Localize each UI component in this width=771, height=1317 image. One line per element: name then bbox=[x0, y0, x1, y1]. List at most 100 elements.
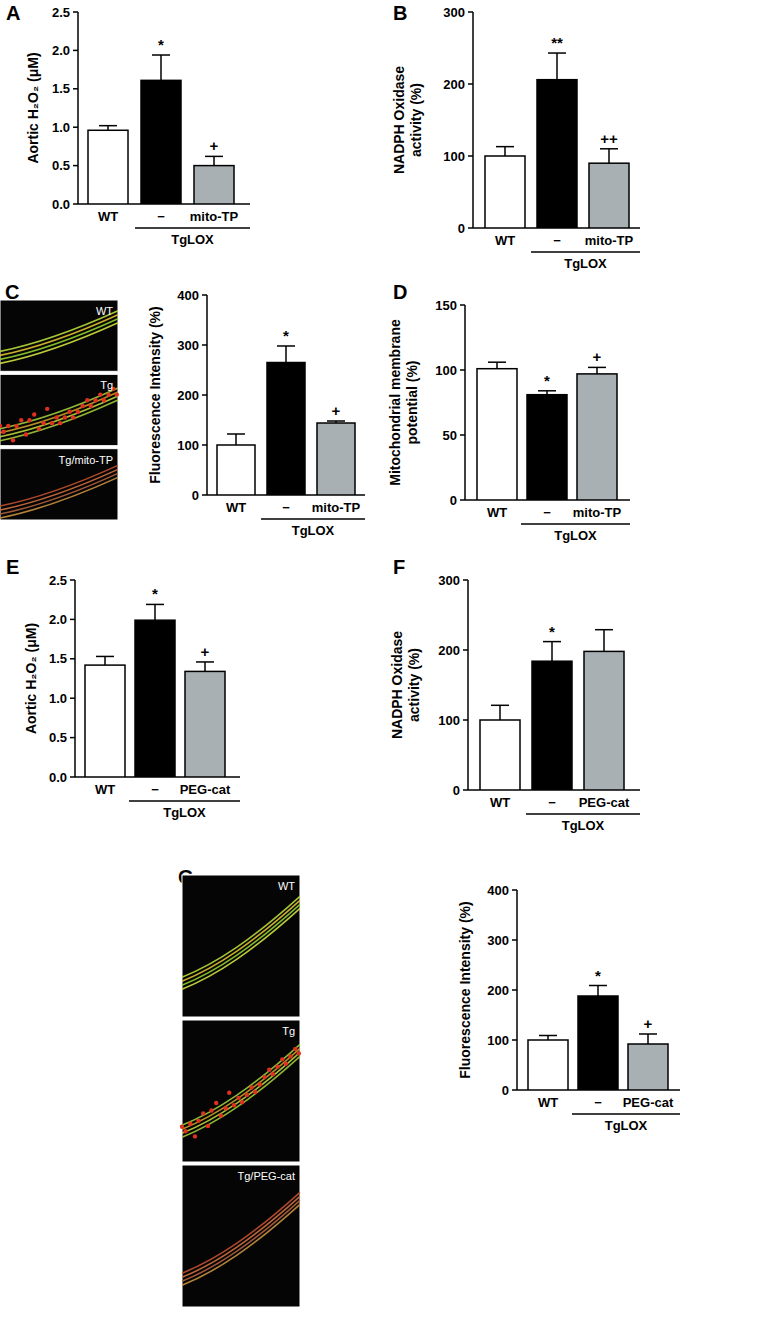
micrograph-dot bbox=[284, 1062, 288, 1066]
y-tick bbox=[463, 649, 468, 651]
error-bar bbox=[496, 147, 514, 156]
error-cap bbox=[488, 361, 506, 363]
error-bar bbox=[488, 362, 506, 369]
micrograph-fiber bbox=[0, 315, 118, 356]
micrograph-fiber bbox=[182, 1192, 300, 1273]
micrograph-dot bbox=[24, 432, 28, 436]
error-bar bbox=[491, 705, 509, 720]
error-stem bbox=[499, 705, 501, 720]
group-label: TgLOX bbox=[292, 523, 335, 538]
error-cap bbox=[196, 661, 214, 663]
y-tick-label: 0.5 bbox=[49, 730, 67, 745]
plot-area bbox=[85, 604, 225, 777]
error-bar bbox=[600, 149, 618, 163]
micrograph-dot bbox=[54, 415, 58, 419]
y-tick-label: 100 bbox=[438, 713, 460, 728]
x-tick-label: PEG-cat bbox=[623, 1095, 674, 1110]
y-tick bbox=[463, 719, 468, 721]
x-tick-label: WT bbox=[490, 795, 510, 810]
y-tick bbox=[202, 344, 207, 346]
micrograph-dot bbox=[63, 415, 67, 419]
group-label: TgLOX bbox=[564, 256, 607, 271]
micrograph-dot bbox=[180, 1125, 184, 1129]
y-tick bbox=[512, 1089, 517, 1091]
y-tick bbox=[70, 658, 75, 660]
micrograph-dot bbox=[223, 1106, 227, 1110]
y-label: Fluorescence Intensity (%) bbox=[457, 901, 473, 1078]
y-tick-label: 1.0 bbox=[52, 120, 70, 135]
bar bbox=[589, 163, 629, 228]
error-cap bbox=[543, 641, 561, 643]
y-tick bbox=[468, 227, 473, 229]
group-line bbox=[261, 518, 365, 520]
micrograph-dot bbox=[106, 392, 110, 396]
image-label: Tg bbox=[282, 1025, 295, 1037]
error-bar bbox=[595, 630, 613, 652]
error-cap bbox=[496, 146, 514, 148]
bar bbox=[480, 720, 520, 790]
panel: GWTTgTg/PEG-cat0100200300400Fluorescence… bbox=[178, 866, 680, 1307]
error-bar bbox=[205, 156, 223, 165]
bar bbox=[577, 374, 617, 500]
micrograph-dot bbox=[85, 398, 89, 402]
significance: * bbox=[158, 36, 164, 53]
y-tick-label: 0 bbox=[450, 493, 457, 508]
y-tick-label: 0 bbox=[502, 1083, 509, 1098]
y-axis bbox=[472, 12, 474, 228]
error-cap bbox=[96, 656, 114, 658]
y-axis bbox=[467, 580, 469, 790]
micrograph-dot bbox=[297, 1051, 301, 1055]
error-cap bbox=[600, 148, 618, 150]
bar bbox=[194, 166, 234, 204]
group-label: TgLOX bbox=[171, 232, 214, 247]
image-label: Tg/PEG-cat bbox=[238, 1170, 295, 1182]
y-tick-label: 200 bbox=[438, 643, 460, 658]
image-label: WT bbox=[96, 305, 113, 317]
error-stem bbox=[556, 53, 558, 80]
group-label: TgLOX bbox=[163, 805, 206, 820]
significance: + bbox=[332, 402, 341, 419]
micrograph-dot bbox=[76, 410, 80, 414]
micrograph-dot bbox=[183, 1129, 187, 1133]
x-tick-label: mito-TP bbox=[312, 500, 361, 515]
y-tick bbox=[202, 494, 207, 496]
y-tick bbox=[512, 1039, 517, 1041]
micrograph-bg bbox=[182, 875, 300, 1017]
error-stem bbox=[597, 986, 599, 997]
x-tick-label: − bbox=[548, 795, 556, 810]
y-tick-label: 200 bbox=[487, 983, 509, 998]
micrograph-dot bbox=[1, 429, 5, 433]
micrograph-dot bbox=[14, 424, 18, 428]
micrograph-fiber bbox=[182, 908, 300, 989]
bar bbox=[88, 130, 128, 204]
micrograph-fiber bbox=[182, 1196, 300, 1277]
panel: A0.00.51.01.52.02.5Aortic H₂O₂ (μM)WT*−+… bbox=[6, 2, 250, 247]
micrograph-dot bbox=[89, 404, 93, 408]
micrograph-bg bbox=[182, 1020, 300, 1162]
error-stem bbox=[204, 662, 206, 671]
y-tick bbox=[202, 444, 207, 446]
y-tick-label: 200 bbox=[443, 77, 465, 92]
bar bbox=[135, 620, 175, 777]
error-cap bbox=[539, 1035, 557, 1037]
micrograph-bg bbox=[182, 1165, 300, 1307]
panel: E0.00.51.01.52.02.5Aortic H₂O₂ (μM)WT*−+… bbox=[6, 556, 240, 820]
error-bar bbox=[588, 367, 606, 374]
y-tick-label: 100 bbox=[177, 438, 199, 453]
error-stem bbox=[603, 630, 605, 652]
image-label: Tg/mito-TP bbox=[59, 454, 113, 466]
y-tick bbox=[468, 155, 473, 157]
error-stem bbox=[504, 147, 506, 156]
y-label: Mitochondrial membrane bbox=[387, 319, 403, 486]
error-cap bbox=[548, 52, 566, 54]
bar bbox=[578, 996, 618, 1090]
bar bbox=[584, 651, 624, 790]
y-tick-label: 0 bbox=[453, 783, 460, 798]
y-label: activity (%) bbox=[406, 648, 422, 722]
error-bar bbox=[96, 656, 114, 665]
micrograph-dot bbox=[32, 412, 36, 416]
x-tick-label: mito-TP bbox=[190, 209, 239, 224]
bar bbox=[528, 1040, 568, 1090]
micrograph-fiber bbox=[182, 1052, 300, 1133]
y-tick-label: 100 bbox=[435, 363, 457, 378]
